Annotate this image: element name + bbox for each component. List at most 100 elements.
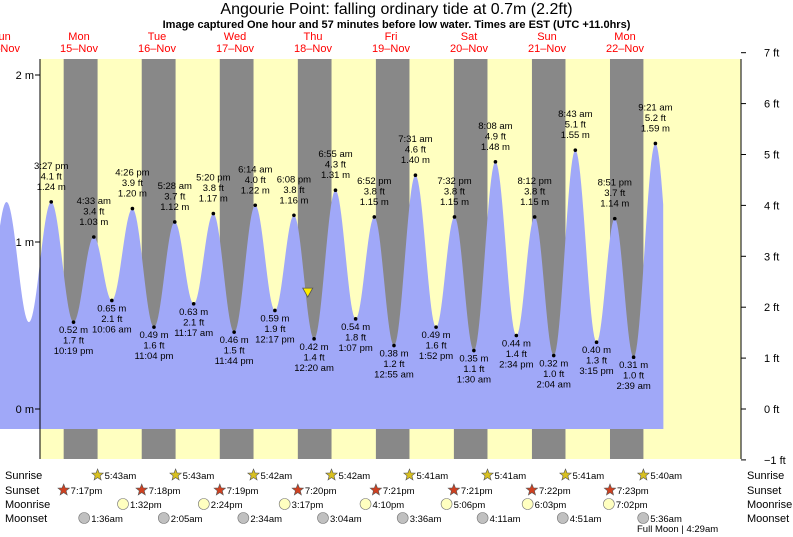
tide-label: 1.4 ft [506,349,527,360]
chart-title: Angourie Point: falling ordinary tide at… [220,1,573,18]
tide-point [594,340,599,345]
right-tick-label: 3 ft [764,251,779,263]
sunrise-icon [247,468,260,481]
right-tick-label: −1 ft [764,455,786,467]
tide-label: 7:31 am [398,134,432,145]
tide-point [434,325,438,329]
tide-label: 0.42 m [300,342,329,353]
tide-label: 0.32 m [539,359,568,370]
left-tick-label: 1 m [16,237,34,249]
tide-label: 1:07 pm [338,343,372,354]
moonset-icon [637,512,650,524]
moonrise-time: 6:03pm [535,500,567,511]
sunrise-icon [403,468,416,481]
sunrise-icon [325,468,338,481]
left-tick-label: 2 m [16,70,34,82]
tide-point [653,141,658,146]
sunrise-label-right: Sunrise [747,470,784,482]
tide-label: 1.2 ft [383,359,404,370]
sunrise-time: 5:41am [572,471,604,482]
tide-label: 3.7 ft [164,191,185,202]
day-date: 17–Nov [216,43,254,55]
moonrise-icon [440,498,453,510]
tide-label: 3.8 ft [283,185,304,196]
tide-label: 6:55 am [318,149,352,160]
tide-point [253,203,258,208]
sunrise-icon [636,468,650,481]
day-name: Wed [224,31,246,43]
tide-point [392,343,396,348]
tide-point [292,213,296,218]
day-name: Mon [614,31,635,43]
tide-label: 1.6 ft [426,341,447,352]
tide-label: 12:55 am [374,370,414,381]
tide-label: 1.8 ft [345,332,366,343]
tide-label: 0.40 m [582,345,611,356]
right-tick-label: 4 ft [764,200,779,212]
tide-label: 1.20 m [118,189,147,200]
tide-label: 12:20 am [294,363,334,374]
tide-point [413,173,418,177]
sunset-label-left: Sunset [5,485,39,497]
day-name: Sat [461,31,478,43]
tide-point [191,301,196,306]
day-name: Thu [304,31,323,43]
moonrise-time: 1:32pm [130,500,162,511]
tide-label: 8:12 pm [517,176,551,187]
moonset-time: 2:05am [171,514,203,525]
sunrise-time: 5:41am [494,471,526,482]
tide-label: 3.7 ft [604,188,625,199]
moonrise-icon [278,498,291,510]
day-date: 22–Nov [606,43,644,55]
full-moon-label: Full Moon | 4:29am [637,524,718,535]
tide-point [110,298,114,303]
tide-label: 4.6 ft [405,145,426,156]
tide-label: 1.3 ft [586,356,607,367]
tide-point [49,200,54,204]
tide-label: 1.03 m [79,217,108,228]
sunrise-icon [91,468,105,481]
tide-label: 2.1 ft [101,314,122,325]
tide-label: 4:33 am [77,196,111,207]
tide-label: 3:15 pm [579,366,613,377]
moonrise-time: 2:24pm [211,500,243,511]
day-name: Mon [68,31,89,43]
tide-label: 4.3 ft [325,160,346,171]
tide-label: 4:26 pm [115,168,149,179]
tide-label: 6:14 am [238,164,272,175]
tide-label: 11:17 am [174,328,213,339]
tide-point [514,333,519,338]
sunset-time: 7:20pm [305,486,337,497]
day-date: 15–Nov [60,43,98,55]
tide-label: 4.0 ft [245,175,266,186]
tide-label: 1.4 ft [304,352,325,363]
tide-label: 0.49 m [422,330,451,341]
sunset-icon [447,483,461,496]
tide-label: 1.6 ft [143,341,164,352]
tide-label: 1.59 m [641,123,670,134]
right-tick-label: 6 ft [764,99,779,111]
tide-label: 1:30 am [457,375,491,386]
tide-label: 12:17 pm [255,334,295,345]
moonset-time: 4:51am [570,514,602,525]
tide-label: 1.40 m [401,155,430,166]
moonset-time: 5:36am [650,514,682,525]
tide-point [232,330,236,334]
tide-label: 1.22 m [241,185,270,196]
sun-moon-rows: Sunrise Sunrise 5:43am 5:43am 5:42am 5:42am 5:… [5,468,792,535]
right-tick-label: 1 ft [764,353,779,365]
tide-point [353,317,358,321]
tide-label: 9:21 am [638,102,672,113]
tide-label: 5.2 ft [645,113,666,124]
sunset-time: 7:17pm [71,486,103,497]
tide-label: 5:20 pm [196,173,230,184]
tide-label: 3.8 ft [524,186,545,197]
tide-label: 1.15 m [520,197,549,208]
axes: 2 m 1 m 0 m 7 ft 6 ft 5 ft 4 ft 3 ft 2 ft 1 ft 0 f… [16,48,786,467]
moonrise-icon [521,498,534,510]
tide-point [631,355,636,360]
moonrise-time: 4:10pm [373,500,405,511]
moonrise-icon [198,498,210,510]
